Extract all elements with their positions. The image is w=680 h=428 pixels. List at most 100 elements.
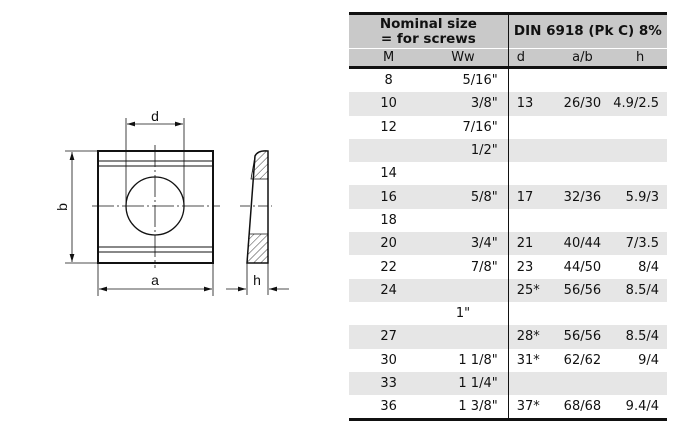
cell-ab — [552, 162, 614, 185]
front-view — [92, 145, 220, 268]
table-row: 1/2" — [349, 138, 667, 163]
cell-d — [507, 208, 552, 233]
cell-ab: 68/68 — [551, 395, 614, 422]
cell-Ww — [428, 325, 509, 349]
cell-ab: 26/30 — [551, 92, 614, 116]
dimension-h — [226, 263, 289, 295]
cell-d: 17 — [507, 185, 552, 209]
label-h: h — [253, 272, 261, 288]
cell-Ww — [428, 162, 508, 185]
table-row: 27 28* 56/56 8.5/4 — [349, 325, 667, 349]
cell-ab: 44/50 — [563, 259, 602, 275]
cell-h — [613, 162, 667, 185]
cell-Ww: 7/16" — [462, 119, 498, 135]
cell-h — [613, 371, 667, 396]
cell-ab — [551, 138, 614, 163]
table-row: 30 1 1/8" 31* 62/62 9/4 — [349, 348, 667, 372]
label-a: a — [151, 272, 159, 288]
col-d: d — [507, 48, 552, 69]
cell-M: 24 — [349, 278, 429, 302]
cell-h — [613, 138, 667, 163]
cell-h — [613, 68, 667, 93]
cell-h: 7/3.5 — [613, 232, 667, 256]
cell-Ww: 7/8" — [470, 259, 498, 275]
cell-d: 31* — [507, 348, 552, 372]
cell-h: 9.4/4 — [613, 395, 667, 422]
cell-M: 14 — [380, 166, 397, 182]
header-din: DIN 6918 (Pk C) 8% — [507, 12, 667, 49]
cell-d — [507, 162, 552, 186]
cell-Ww — [428, 209, 508, 232]
table-row: 18 — [349, 208, 667, 233]
cell-ab — [552, 209, 614, 232]
cell-M: 18 — [380, 212, 397, 228]
cell-d: 25* — [507, 278, 552, 302]
table-row: 12 7/16" — [349, 115, 667, 139]
header-nominal-line2: = for screws — [380, 30, 476, 47]
cell-M: 12 — [380, 119, 397, 135]
cell-h: 4.9/2.5 — [613, 92, 667, 116]
cell-M: 20 — [349, 232, 429, 256]
cell-h: 8/4 — [638, 259, 659, 275]
cell-Ww: 1 1/8" — [458, 352, 498, 368]
table-row: 14 — [349, 162, 667, 186]
cell-h — [613, 209, 667, 232]
label-d: d — [151, 108, 159, 124]
dimension-b — [65, 150, 98, 264]
washer-drawing: d b a h — [54, 108, 289, 296]
cell-M: 22 — [380, 259, 397, 275]
cell-M: 30 — [380, 352, 397, 368]
cell-Ww: 5/16" — [462, 73, 498, 89]
cell-ab: 32/36 — [551, 185, 614, 209]
cell-h — [613, 302, 667, 325]
table-row: 16 5/8" 17 32/36 5.9/3 — [349, 185, 667, 209]
cell-d: 28* — [507, 325, 552, 349]
cell-ab — [551, 371, 614, 396]
dimension-a — [97, 263, 214, 296]
cell-d: 13 — [507, 92, 552, 116]
dimensions-table: Nominal size = for screws DIN 6918 (Pk C… — [349, 12, 667, 422]
cell-d — [507, 67, 552, 93]
cell-h: 9/4 — [638, 352, 659, 368]
cell-M — [349, 138, 429, 163]
cell-ab — [552, 116, 614, 139]
col-h: h — [613, 48, 667, 69]
cell-Ww: 3/8" — [428, 92, 509, 116]
cell-M: 33 — [349, 371, 429, 396]
cell-M: 8 — [384, 73, 393, 89]
cell-h: 8.5/4 — [613, 325, 667, 349]
cell-ab: 40/44 — [551, 232, 614, 256]
header-nominal-size: Nominal size = for screws — [349, 12, 509, 49]
table-row: 36 1 3/8" 37* 68/68 9.4/4 — [349, 395, 667, 422]
cell-h: 8.5/4 — [613, 278, 667, 302]
cell-Ww: 3/4" — [428, 232, 509, 256]
cell-d — [507, 115, 552, 139]
cell-d — [507, 371, 552, 396]
cell-ab: 56/56 — [551, 325, 614, 349]
table-row: 33 1 1/4" — [349, 371, 667, 396]
dimension-d — [125, 118, 185, 206]
table-row: 22 7/8" 23 44/50 8/4 — [349, 255, 667, 279]
cell-ab — [552, 302, 614, 325]
cell-Ww: 1/2" — [428, 138, 509, 163]
cell-Ww: 1 1/4" — [428, 371, 509, 396]
table-row: 24 25* 56/56 8.5/4 — [349, 278, 667, 302]
cell-d: 21 — [507, 232, 552, 256]
table-row: 1" — [349, 301, 667, 326]
cell-M — [349, 302, 428, 325]
table-row: 8 5/16" — [349, 67, 667, 93]
col-M: M — [349, 48, 429, 69]
cell-ab — [552, 68, 614, 93]
table-row: 10 3/8" 13 26/30 4.9/2.5 — [349, 92, 667, 116]
cell-M: 36 — [349, 395, 429, 422]
cell-h — [613, 116, 667, 139]
header-nominal-line1: Nominal size — [379, 15, 477, 32]
cell-M: 10 — [349, 92, 429, 116]
col-Ww: Ww — [428, 48, 509, 69]
cell-ab: 62/62 — [563, 352, 602, 368]
cell-d — [507, 301, 552, 326]
table-row: 20 3/4" 21 40/44 7/3.5 — [349, 232, 667, 256]
cell-Ww: 5/8" — [428, 185, 509, 209]
cell-d: 37* — [507, 395, 552, 422]
cell-Ww — [428, 278, 509, 302]
